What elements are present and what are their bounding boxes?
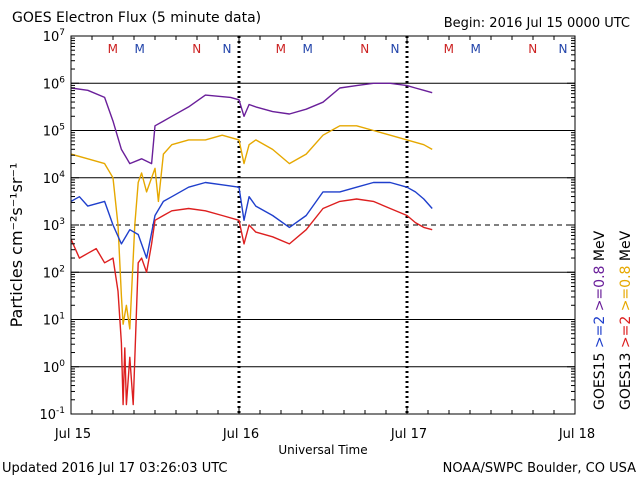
legend: GOES15 >=2 >=0.8 MeV GOES13 >=2 >=0.8 MeV (592, 230, 634, 410)
event-marker: N (528, 42, 537, 56)
series-line (71, 125, 433, 330)
begin-time: Begin: 2016 Jul 15 0000 UTC (443, 16, 630, 31)
y-tick-label: 10-1 (39, 406, 65, 423)
data-source: NOAA/SWPC Boulder, CO USA (442, 461, 636, 476)
event-marker: N (192, 42, 201, 56)
updated-timestamp: Updated 2016 Jul 17 03:26:03 UTC (2, 461, 228, 476)
legend-entry: GOES13 >=2 >=0.8 MeV (618, 230, 634, 410)
x-tick-label: Jul 15 (54, 427, 91, 442)
event-marker: M (470, 42, 480, 56)
event-marker: N (360, 42, 369, 56)
x-tick-label: Jul 16 (222, 427, 259, 442)
y-tick-label: 100 (43, 359, 66, 376)
legend-entry: GOES15 >=2 >=0.8 MeV (592, 230, 608, 410)
event-marker: N (223, 42, 232, 56)
gridlines (71, 36, 575, 414)
series-line (71, 198, 433, 406)
x-tick-label: Jul 17 (390, 427, 427, 442)
chart-title: GOES Electron Flux (5 minute data) (12, 10, 262, 26)
event-marker: M (276, 42, 286, 56)
event-marker: M (302, 42, 312, 56)
y-tick-label: 103 (43, 217, 65, 234)
y-tick-label: 105 (43, 123, 65, 140)
x-axis-label: Universal Time (278, 443, 367, 457)
event-marker: M (444, 42, 454, 56)
x-tick-label: Jul 18 (558, 427, 595, 442)
y-tick-label: 101 (43, 312, 65, 329)
event-marker: M (108, 42, 118, 56)
series-line (71, 181, 433, 259)
y-tick-label: 102 (43, 264, 65, 281)
event-marker: M (134, 42, 144, 56)
y-tick-label: 104 (43, 170, 66, 187)
y-axis-ticks: 10-1 100 101 102 103 104 105 106 107 (39, 28, 575, 423)
series-line (71, 82, 433, 165)
x-axis-ticks: Jul 15 Jul 16 Jul 17 Jul 18 (54, 36, 595, 442)
data-series (71, 82, 433, 406)
y-tick-label: 106 (43, 75, 66, 92)
event-marker: N (391, 42, 400, 56)
y-axis-label: Particles cm⁻²s⁻¹sr⁻¹ (7, 163, 26, 328)
y-tick-label: 107 (43, 28, 65, 45)
event-marker: N (559, 42, 568, 56)
